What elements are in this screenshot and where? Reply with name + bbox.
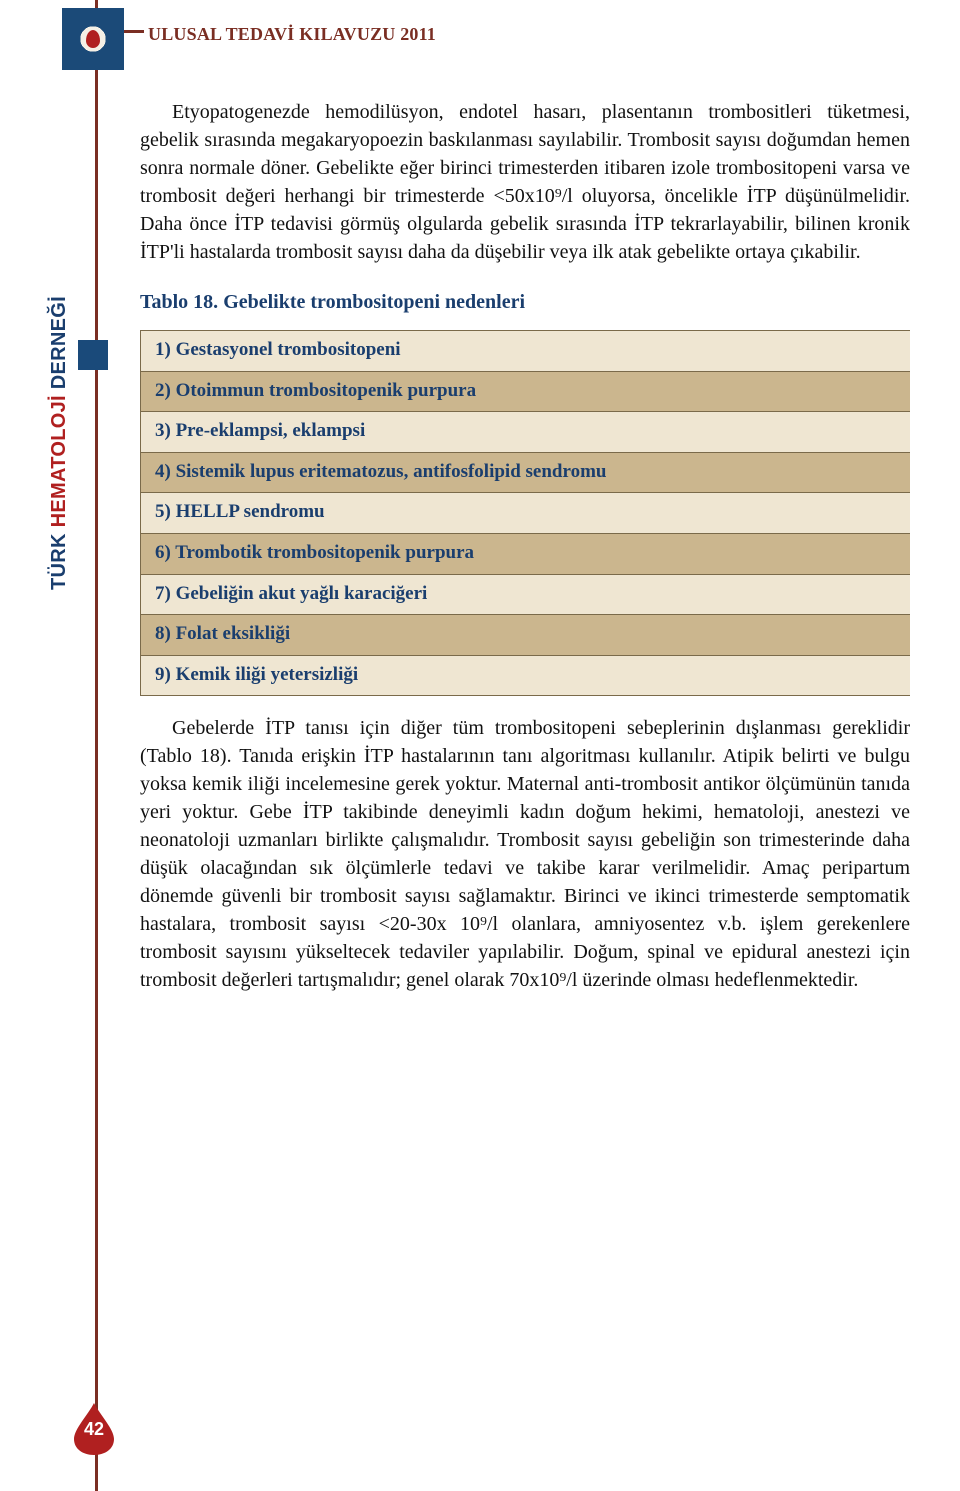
sidebar-label: TÜRK HEMATOLOJİ DERNEĞİ bbox=[48, 296, 71, 590]
sidebar-label-turk: TÜRK bbox=[48, 527, 70, 590]
table-cell: 1) Gestasyonel trombositopeni bbox=[141, 331, 911, 372]
sidebar-label-hema: HEMATOLOJİ bbox=[48, 389, 70, 527]
page-number-badge: 42 bbox=[72, 1401, 116, 1455]
page-number: 42 bbox=[72, 1419, 116, 1440]
table-row: 9) Kemik iliği yetersizliği bbox=[141, 655, 911, 696]
table-cell: 5) HELLP sendromu bbox=[141, 493, 911, 534]
table-row: 5) HELLP sendromu bbox=[141, 493, 911, 534]
page: ULUSAL TEDAVİ KILAVUZU 2011 TÜRK HEMATOL… bbox=[0, 0, 960, 1491]
table-row: 6) Trombotik trombositopenik purpura bbox=[141, 533, 911, 574]
paragraph-1: Etyopatogenezde hemodilüsyon, endotel ha… bbox=[140, 98, 910, 266]
sidebar-label-dern: DERNEĞİ bbox=[48, 296, 70, 389]
table-row: 1) Gestasyonel trombositopeni bbox=[141, 331, 911, 372]
table-cell: 6) Trombotik trombositopenik purpura bbox=[141, 533, 911, 574]
table18: 1) Gestasyonel trombositopeni2) Otoimmun… bbox=[140, 330, 910, 696]
table-cell: 3) Pre-eklampsi, eklampsi bbox=[141, 412, 911, 453]
table-row: 3) Pre-eklampsi, eklampsi bbox=[141, 412, 911, 453]
table-row: 4) Sistemik lupus eritematozus, antifosf… bbox=[141, 452, 911, 493]
table-row: 7) Gebeliğin akut yağlı karaciğeri bbox=[141, 574, 911, 615]
table-row: 8) Folat eksikliği bbox=[141, 615, 911, 656]
table-row: 2) Otoimmun trombositopenik purpura bbox=[141, 371, 911, 412]
logo-drop-icon bbox=[86, 30, 100, 48]
header-title: ULUSAL TEDAVİ KILAVUZU 2011 bbox=[148, 24, 436, 45]
divider-vertical bbox=[95, 0, 98, 1491]
logo bbox=[62, 8, 124, 70]
table-cell: 7) Gebeliğin akut yağlı karaciğeri bbox=[141, 574, 911, 615]
paragraph-2: Gebelerde İTP tanısı için diğer tüm trom… bbox=[140, 714, 910, 994]
table18-title-prefix: Tablo 18. bbox=[140, 291, 218, 313]
table-cell: 4) Sistemik lupus eritematozus, antifosf… bbox=[141, 452, 911, 493]
table-cell: 9) Kemik iliği yetersizliği bbox=[141, 655, 911, 696]
sidebar-marker bbox=[78, 340, 108, 370]
table-cell: 8) Folat eksikliği bbox=[141, 615, 911, 656]
table18-title: Tablo 18. Gebelikte trombositopeni neden… bbox=[140, 288, 910, 316]
content: Etyopatogenezde hemodilüsyon, endotel ha… bbox=[140, 98, 910, 994]
table18-title-rest: Gebelikte trombositopeni nedenleri bbox=[218, 291, 525, 313]
table-cell: 2) Otoimmun trombositopenik purpura bbox=[141, 371, 911, 412]
